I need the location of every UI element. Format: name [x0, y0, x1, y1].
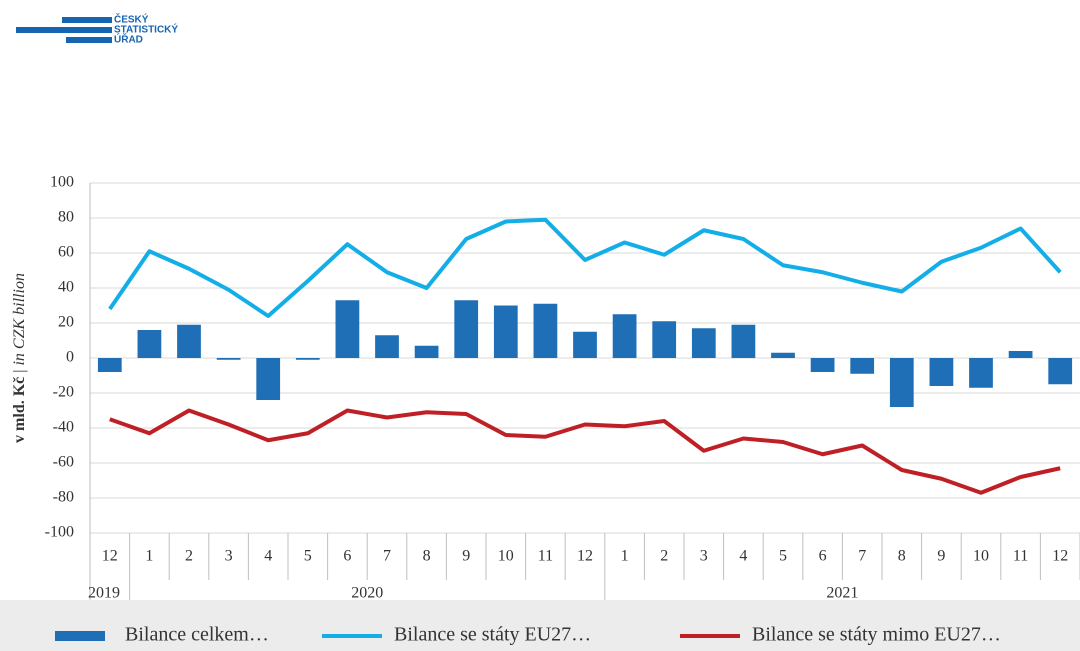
- bar: [375, 335, 399, 358]
- y-label-separator: |: [11, 370, 28, 373]
- bar: [295, 358, 320, 360]
- y-tick-label: 20: [58, 314, 74, 331]
- logo-text: ČESKÝ: [114, 13, 149, 26]
- x-tick-label: 5: [304, 548, 312, 565]
- x-tick-label: 11: [538, 548, 553, 565]
- x-tick-label: 5: [779, 548, 787, 565]
- bar: [335, 300, 360, 358]
- bar: [612, 314, 637, 358]
- bar: [493, 305, 518, 358]
- y-tick-label: 40: [58, 279, 74, 296]
- bar: [414, 345, 439, 358]
- year-label: 2019: [88, 585, 120, 602]
- logo: ČESKÝ STATISTICKÝ ÚŘAD: [16, 13, 178, 46]
- y-tick-label: 0: [66, 349, 74, 366]
- x-tick-label: 12: [577, 548, 593, 565]
- x-tick-label: 9: [937, 548, 945, 565]
- bar: [573, 331, 597, 358]
- x-tick-label: 3: [225, 548, 233, 565]
- logo-bar: [66, 37, 112, 43]
- legend-background: [0, 600, 1080, 651]
- bar: [216, 358, 241, 360]
- bar: [533, 303, 558, 358]
- y-tick-label: -100: [45, 524, 74, 541]
- x-tick-label: 10: [498, 548, 514, 565]
- bar: [97, 358, 122, 372]
- y-tick-label: 60: [58, 244, 74, 261]
- y-tick-label: -80: [53, 489, 74, 506]
- x-tick-label: 12: [1052, 548, 1068, 565]
- x-tick-label: 2: [660, 548, 668, 565]
- logo-text: STATISTICKÝ: [114, 23, 178, 36]
- x-tick-label: 10: [973, 548, 989, 565]
- y-tick-label: -20: [53, 384, 74, 401]
- x-tick-label: 12: [102, 548, 118, 565]
- bar: [652, 321, 677, 358]
- legend-label: Bilance se státy mimo EU27…: [752, 624, 1001, 646]
- x-tick-label: 1: [621, 548, 629, 565]
- y-tick-label: 80: [58, 209, 74, 226]
- x-tick-label: 8: [898, 548, 906, 565]
- logo-bar: [16, 27, 112, 33]
- logo-text: ÚŘAD: [114, 33, 143, 46]
- y-label-main: v mld. Kč: [11, 377, 28, 443]
- x-tick-label: 4: [739, 548, 747, 565]
- bar: [731, 324, 756, 358]
- x-tick-label: 9: [462, 548, 470, 565]
- y-axis-label: v mld. Kč | in CZK billion: [11, 273, 28, 443]
- x-tick-label: 6: [819, 548, 827, 565]
- bar: [454, 300, 479, 358]
- x-tick-label: 2: [185, 548, 193, 565]
- bar: [850, 358, 875, 374]
- y-tick-label: 100: [50, 174, 74, 191]
- bar: [810, 358, 835, 372]
- bar: [771, 352, 795, 358]
- line: [108, 217, 1062, 318]
- x-tick-label: 7: [383, 548, 391, 565]
- legend-label: Bilance se státy EU27…: [394, 624, 591, 646]
- line: [109, 408, 1061, 495]
- x-tick-label: 7: [858, 548, 866, 565]
- bar: [691, 328, 716, 358]
- bar: [969, 358, 993, 388]
- bar: [1048, 358, 1073, 385]
- year-label: 2020: [351, 585, 383, 602]
- x-tick-label: 1: [145, 548, 153, 565]
- x-tick-label: 3: [700, 548, 708, 565]
- legend-label: Bilance celkem…: [125, 624, 269, 646]
- y-tick-label: -40: [53, 419, 74, 436]
- x-tick-label: 6: [343, 548, 351, 565]
- legend-swatch: [55, 631, 105, 641]
- bar: [137, 330, 162, 358]
- x-tick-label: 4: [264, 548, 272, 565]
- y-label-sub: in CZK billion: [11, 273, 28, 365]
- logo-bar: [62, 17, 112, 23]
- year-label: 2021: [826, 585, 858, 602]
- bar: [929, 358, 954, 386]
- bar: [1008, 351, 1033, 358]
- bar: [889, 358, 914, 407]
- x-tick-label: 11: [1013, 548, 1028, 565]
- y-tick-label: -60: [53, 454, 74, 471]
- x-tick-label: 8: [423, 548, 431, 565]
- bar: [177, 324, 201, 358]
- bar: [256, 358, 281, 400]
